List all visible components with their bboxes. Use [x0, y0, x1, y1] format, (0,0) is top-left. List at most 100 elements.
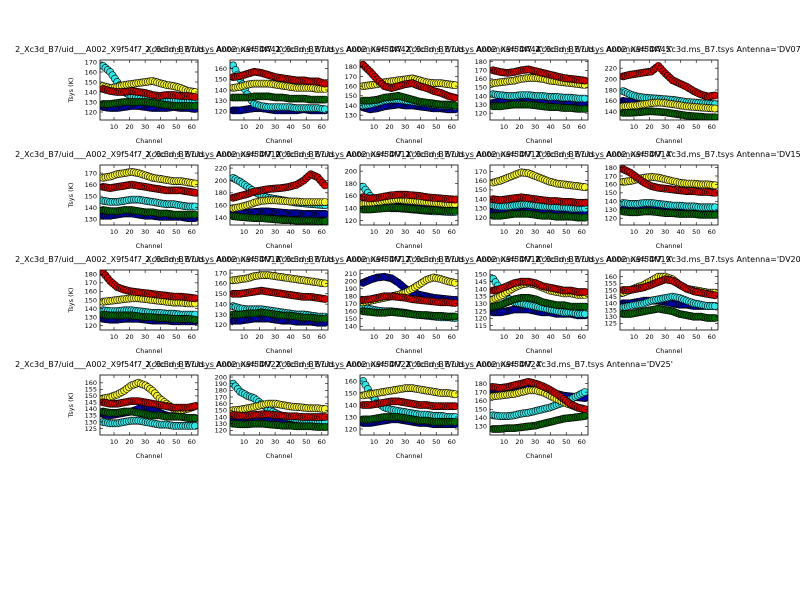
- x-axis-label: Channel: [266, 137, 293, 145]
- panel-title: 2_Xc3d_B7/uid___A002_X9f54f7_Xc3d.ms_B7.…: [405, 255, 673, 264]
- series-green: [490, 412, 588, 433]
- x-tick-label: 60: [318, 123, 326, 131]
- data-point: [321, 105, 328, 114]
- x-tick-label: 40: [287, 123, 295, 131]
- x-tick-label: 30: [661, 123, 669, 131]
- series-markers: [100, 270, 198, 326]
- y-tick-label: 180: [345, 293, 357, 301]
- x-tick-label: 60: [318, 438, 326, 446]
- y-tick-label: 150: [85, 192, 97, 200]
- y-tick-label: 140: [85, 305, 97, 313]
- x-axis-label: Channel: [656, 137, 683, 145]
- series-red: [230, 286, 328, 303]
- series-green: [360, 307, 458, 321]
- series-markers: [230, 271, 328, 327]
- data-point: [191, 422, 198, 430]
- y-tick-label: 150: [345, 92, 357, 100]
- x-tick-label: 20: [385, 438, 393, 446]
- data-point: [191, 402, 198, 411]
- data-point: [191, 179, 198, 188]
- x-axis-label: Channel: [136, 452, 163, 460]
- y-tick-label: 145: [475, 278, 487, 286]
- data-point: [451, 390, 458, 399]
- data-point: [321, 217, 328, 225]
- axes-frame: [489, 59, 589, 121]
- y-tick-label: 140: [85, 88, 97, 96]
- x-tick-label: 30: [531, 123, 539, 131]
- series-yellow: [360, 384, 458, 400]
- x-tick-label: 20: [125, 123, 133, 131]
- series-markers: [360, 182, 458, 216]
- y-tick-label: 120: [345, 217, 357, 225]
- y-tick-label: 150: [215, 290, 227, 298]
- data-point: [711, 113, 718, 120]
- y-tick-label: 130: [475, 300, 487, 308]
- data-point: [321, 423, 328, 431]
- axes-frame: [99, 374, 199, 436]
- series-markers: [490, 377, 588, 433]
- y-tick-label: 200: [215, 177, 227, 185]
- series-red: [490, 65, 588, 85]
- y-tick-label: 150: [605, 189, 617, 197]
- y-tick-label: 220: [605, 64, 617, 72]
- x-tick-label: 30: [141, 123, 149, 131]
- x-tick-label: 50: [432, 333, 440, 341]
- series-cyan: [620, 199, 718, 212]
- y-tick-label: 135: [475, 293, 487, 301]
- y-tick-label: 120: [215, 427, 227, 435]
- y-tick-label: 120: [475, 214, 487, 222]
- x-tick-label: 50: [432, 123, 440, 131]
- x-tick-label: 10: [110, 438, 118, 446]
- data-point: [711, 211, 718, 219]
- y-tick-label: 135: [85, 412, 97, 420]
- y-tick-label: 170: [345, 73, 357, 81]
- x-tick-label: 10: [370, 228, 378, 236]
- y-tick-label: 150: [345, 315, 357, 323]
- panel-title: 2_Xc3d_B7/uid___A002_X9f54f7_Xc3d.ms_B7.…: [405, 45, 673, 54]
- y-tick-label: 140: [345, 323, 357, 331]
- series-markers: [230, 61, 328, 115]
- y-tick-label: 180: [475, 58, 487, 66]
- axes-frame: [229, 374, 329, 436]
- x-axis-label: Channel: [656, 347, 683, 355]
- y-tick-label: 140: [215, 300, 227, 308]
- data-point: [581, 288, 588, 296]
- x-tick-label: 40: [157, 228, 165, 236]
- panel-title: 2_Xc3d_B7/uid___A002_X9f54f7_Xc3d.ms_B7.…: [275, 360, 543, 369]
- x-tick-label: 40: [157, 438, 165, 446]
- x-tick-label: 40: [417, 438, 425, 446]
- y-tick-label: 200: [345, 167, 357, 175]
- x-tick-label: 60: [578, 438, 586, 446]
- panel-title: 2_Xc3d_B7/uid___A002_X9f54f7_Xc3d.ms_B7.…: [405, 150, 673, 159]
- y-tick-label: 115: [475, 322, 487, 330]
- data-point: [191, 294, 198, 303]
- y-tick-label: 150: [215, 407, 227, 415]
- data-point: [191, 202, 198, 211]
- axes-frame: [359, 269, 459, 331]
- x-tick-label: 10: [240, 228, 248, 236]
- series-cyan: [230, 61, 328, 114]
- data-point: [581, 412, 588, 420]
- data-point: [581, 76, 588, 85]
- panel-title: 2_Xc3d_B7/uid___A002_X9f54f7_Xc3d.ms_B7.…: [15, 45, 283, 54]
- y-tick-label: 170: [215, 269, 227, 277]
- x-tick-label: 10: [110, 333, 118, 341]
- data-point: [191, 188, 198, 197]
- axes-frame: [619, 269, 719, 331]
- series-red: [100, 270, 198, 303]
- y-tick-label: 200: [215, 373, 227, 381]
- y-tick-label: 170: [475, 67, 487, 75]
- y-tick-label: 190: [345, 285, 357, 293]
- x-tick-label: 60: [188, 333, 196, 341]
- x-tick-label: 50: [172, 438, 180, 446]
- y-tick-label: 140: [345, 401, 357, 409]
- data-point: [451, 93, 458, 102]
- data-point: [321, 210, 328, 218]
- panel-title: 2_Xc3d_B7/uid___A002_X9f54f7_Xc3d.ms_B7.…: [275, 150, 543, 159]
- x-tick-label: 50: [172, 333, 180, 341]
- data-point: [451, 81, 458, 90]
- y-tick-label: 160: [605, 97, 617, 105]
- data-point: [711, 203, 718, 212]
- x-tick-label: 40: [287, 333, 295, 341]
- y-axis-label: Tsys (K): [67, 78, 75, 104]
